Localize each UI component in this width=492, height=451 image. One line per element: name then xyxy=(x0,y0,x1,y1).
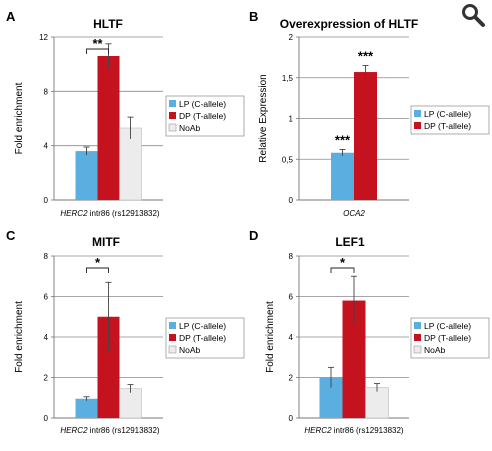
significance-label: * xyxy=(340,255,346,270)
legend-swatch xyxy=(414,322,421,329)
significance-label: *** xyxy=(335,132,351,147)
x-axis-label-gene: HERC2 xyxy=(60,209,88,218)
x-axis-label-rest: intr86 (rs12913832) xyxy=(88,209,160,218)
legend-box xyxy=(165,317,245,359)
x-axis-label: OCA2 xyxy=(343,209,365,218)
bar-noab xyxy=(119,388,142,419)
legend-swatch xyxy=(414,110,421,117)
bar-lp xyxy=(331,152,354,200)
legend: LP (C-allele) DP (T-allele) NoAb xyxy=(165,95,245,137)
legend-entry: NoAb xyxy=(179,123,201,133)
y-tick-label: 4 xyxy=(289,333,294,342)
bar-dp xyxy=(97,56,120,201)
y-tick-label: 2 xyxy=(289,374,294,383)
y-axis-label: Fold enrichment xyxy=(14,82,25,154)
y-tick-label: 8 xyxy=(44,252,49,261)
x-axis-label-rest: intr86 (rs12913832) xyxy=(332,426,404,435)
legend-entry: NoAb xyxy=(424,345,446,355)
y-axis-label: Fold enrichment xyxy=(14,301,25,373)
chart-panel-a: A HLTF 0 4 8 12 Fold enrichment HERC2 intr86 (r… xyxy=(6,9,245,218)
bar-noab xyxy=(365,387,389,419)
y-tick-label: 4 xyxy=(44,333,49,342)
y-tick-label: 0,5 xyxy=(282,155,294,164)
legend-swatch xyxy=(168,123,177,132)
y-axis-label: Relative Expression xyxy=(258,74,269,162)
legend-box xyxy=(165,95,245,137)
panel-letter: A xyxy=(6,9,16,24)
legend-swatch xyxy=(414,334,421,341)
x-axis-label-gene: HERC2 xyxy=(304,426,332,435)
x-axis-label-gene: HERC2 xyxy=(60,426,88,435)
y-tick-label: 0 xyxy=(289,196,294,205)
legend: LP (C-allele) DP (T-allele) NoAb xyxy=(165,317,245,359)
y-tick-label: 6 xyxy=(289,293,294,302)
legend-swatch xyxy=(169,334,176,341)
x-axis-label: HERC2 intr86 (rs12913832) xyxy=(60,209,160,218)
x-axis-label: HERC2 intr86 (rs12913832) xyxy=(60,426,160,435)
significance-label: ** xyxy=(92,36,103,51)
chart-title: HLTF xyxy=(93,17,123,31)
bar-dp xyxy=(342,300,366,418)
y-tick-label: 6 xyxy=(44,293,49,302)
chart-panel-d: D LEF1 0 2 4 6 8 Fold enrichment HERC2 intr86 (r… xyxy=(249,228,490,435)
y-tick-label: 8 xyxy=(289,252,294,261)
legend-entry: LP (C-allele) xyxy=(424,321,471,331)
legend-swatch xyxy=(413,345,422,354)
legend: LP (C-allele) DP (T-allele) NoAb xyxy=(410,317,490,359)
legend-entry: LP (C-allele) xyxy=(424,109,471,119)
legend-swatch xyxy=(168,345,177,354)
chart-title: LEF1 xyxy=(335,235,365,249)
panel-letter: C xyxy=(6,228,16,243)
legend-entry: DP (T-allele) xyxy=(179,111,226,121)
y-tick-label: 12 xyxy=(39,33,48,42)
legend-box xyxy=(410,105,490,135)
legend-swatch xyxy=(414,122,421,129)
legend-entry: DP (T-allele) xyxy=(179,333,226,343)
x-axis-label-rest: intr86 (rs12913832) xyxy=(88,426,160,435)
panel-letter: B xyxy=(249,9,258,24)
y-tick-label: 2 xyxy=(289,33,294,42)
legend-entry: DP (T-allele) xyxy=(424,121,471,131)
legend-entry: LP (C-allele) xyxy=(179,99,226,109)
chart-panel-c: C MITF 0 2 4 6 8 Fold enrichment HERC2 intr86 (r… xyxy=(6,228,245,435)
significance-bracket xyxy=(86,267,109,273)
legend-entry: NoAb xyxy=(179,345,201,355)
legend: LP (C-allele) DP (T-allele) xyxy=(410,105,490,135)
panel-letter: D xyxy=(249,228,258,243)
y-axis-label: Fold enrichment xyxy=(265,301,276,373)
significance-label: *** xyxy=(358,49,374,64)
significance-label: * xyxy=(95,255,101,270)
bar-lp xyxy=(75,151,98,200)
significance-bracket xyxy=(330,267,355,273)
y-tick-label: 0 xyxy=(44,196,49,205)
x-axis-label: HERC2 intr86 (rs12913832) xyxy=(304,426,404,435)
bar-lp xyxy=(319,377,343,418)
legend-swatch xyxy=(169,100,176,107)
y-tick-label: 2 xyxy=(44,374,49,383)
legend-swatch xyxy=(169,112,176,119)
y-tick-label: 1 xyxy=(289,115,294,124)
legend-box xyxy=(410,317,490,359)
bar-lp xyxy=(75,398,98,418)
y-tick-label: 4 xyxy=(44,142,49,151)
significance-bracket xyxy=(86,48,109,54)
y-tick-label: 0 xyxy=(44,414,49,423)
y-tick-label: 1,5 xyxy=(282,74,294,83)
bar-dp xyxy=(354,72,377,200)
legend-entry: DP (T-allele) xyxy=(424,333,471,343)
magnifier-icon xyxy=(462,4,485,27)
x-axis-label-gene: OCA2 xyxy=(343,209,365,218)
chart-title: MITF xyxy=(92,235,120,249)
zoom-button[interactable] xyxy=(460,2,486,28)
y-tick-label: 0 xyxy=(289,414,294,423)
legend-swatch xyxy=(169,322,176,329)
bar-dp xyxy=(97,316,120,418)
chart-panel-b: B Overexpression of HLTF 0 0,5 1 1,5 2 Relative… xyxy=(249,9,490,218)
chart-title: Overexpression of HLTF xyxy=(280,17,418,31)
y-tick-label: 8 xyxy=(44,87,49,96)
legend-entry: LP (C-allele) xyxy=(179,321,226,331)
